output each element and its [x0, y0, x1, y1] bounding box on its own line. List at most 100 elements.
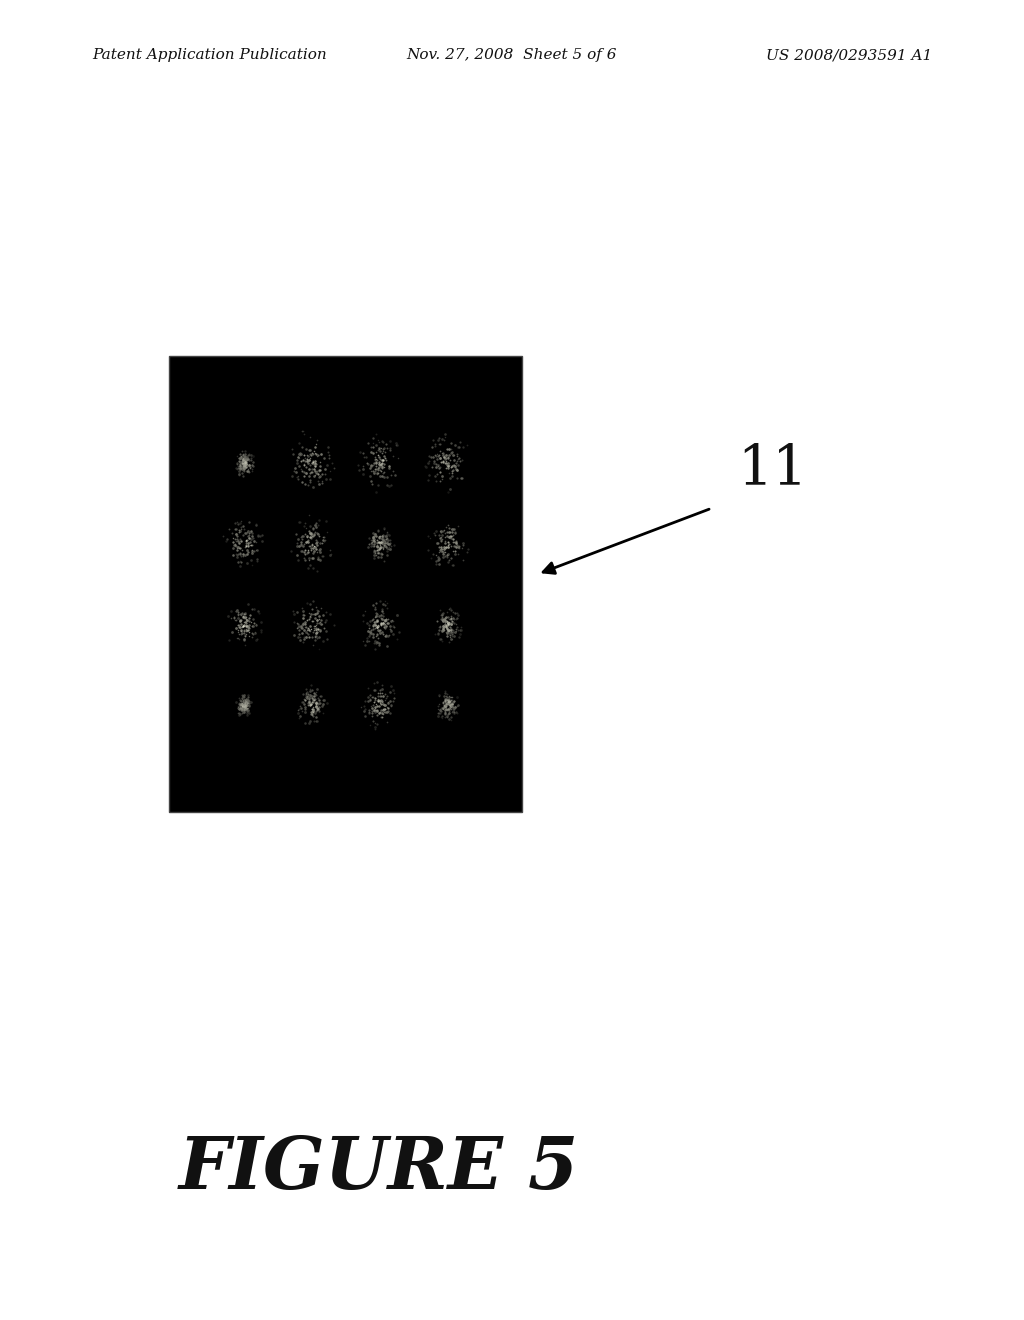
- Point: [441, 521, 458, 543]
- Point: [430, 548, 446, 569]
- Point: [237, 446, 253, 467]
- Point: [240, 685, 256, 706]
- Point: [364, 532, 380, 553]
- Point: [442, 609, 459, 630]
- Point: [371, 525, 387, 546]
- Point: [440, 692, 457, 713]
- Point: [360, 453, 377, 474]
- Point: [444, 524, 461, 545]
- Point: [310, 609, 327, 630]
- Point: [319, 437, 336, 458]
- Point: [249, 540, 265, 561]
- Point: [233, 440, 250, 461]
- Point: [445, 612, 462, 634]
- Point: [301, 520, 317, 541]
- Point: [232, 700, 249, 721]
- Point: [321, 447, 337, 469]
- Point: [308, 692, 325, 713]
- Point: [249, 628, 265, 649]
- Point: [215, 525, 231, 546]
- Point: [231, 698, 248, 719]
- Point: [300, 536, 316, 557]
- Point: [234, 615, 251, 636]
- Point: [238, 457, 254, 478]
- Point: [442, 442, 459, 463]
- Point: [239, 446, 255, 467]
- Point: [302, 693, 318, 714]
- Point: [374, 525, 390, 546]
- Point: [238, 697, 254, 718]
- Point: [247, 622, 263, 643]
- Point: [231, 455, 248, 477]
- Point: [350, 459, 367, 480]
- Point: [292, 706, 308, 727]
- Point: [367, 541, 383, 562]
- Point: [432, 540, 449, 561]
- Point: [236, 606, 252, 627]
- Point: [451, 449, 467, 470]
- Point: [307, 451, 324, 473]
- Point: [234, 693, 251, 714]
- Point: [361, 689, 378, 710]
- Point: [243, 528, 259, 549]
- Point: [433, 609, 450, 630]
- Point: [370, 546, 386, 568]
- Point: [362, 461, 379, 482]
- Point: [374, 692, 390, 713]
- Point: [432, 455, 449, 477]
- Point: [293, 527, 309, 548]
- Point: [296, 549, 312, 570]
- Point: [375, 612, 391, 634]
- Point: [368, 693, 384, 714]
- Point: [232, 552, 249, 573]
- Point: [354, 631, 371, 652]
- Point: [225, 528, 242, 549]
- Point: [306, 682, 323, 704]
- Point: [380, 539, 396, 560]
- Point: [370, 690, 386, 711]
- Point: [301, 462, 317, 483]
- Point: [237, 623, 253, 644]
- Point: [316, 458, 333, 479]
- Point: [299, 525, 315, 546]
- Point: [246, 540, 262, 561]
- Point: [375, 693, 391, 714]
- Point: [436, 696, 453, 717]
- Point: [306, 466, 323, 487]
- Point: [246, 598, 262, 619]
- Point: [374, 453, 390, 474]
- Point: [237, 449, 253, 470]
- Point: [376, 701, 392, 722]
- Point: [367, 688, 383, 709]
- Point: [436, 694, 453, 715]
- Point: [226, 535, 243, 556]
- Point: [439, 622, 456, 643]
- Text: FIGURE 5: FIGURE 5: [179, 1133, 579, 1204]
- Point: [234, 701, 251, 722]
- Point: [238, 693, 254, 714]
- Point: [238, 615, 254, 636]
- Point: [240, 445, 256, 466]
- Point: [238, 453, 254, 474]
- Point: [372, 690, 388, 711]
- Point: [314, 614, 331, 635]
- Point: [232, 605, 249, 626]
- Point: [449, 701, 465, 722]
- Point: [311, 620, 328, 642]
- Point: [377, 525, 393, 546]
- Point: [435, 520, 452, 541]
- Point: [239, 459, 255, 480]
- Point: [434, 605, 451, 626]
- Point: [367, 718, 383, 739]
- Point: [440, 455, 457, 477]
- Point: [442, 607, 459, 628]
- Point: [436, 446, 453, 467]
- Point: [383, 676, 399, 697]
- Point: [429, 444, 445, 465]
- Point: [453, 467, 469, 488]
- Point: [447, 535, 464, 556]
- Point: [440, 482, 457, 503]
- Point: [294, 525, 310, 546]
- Point: [368, 701, 384, 722]
- Point: [443, 528, 460, 549]
